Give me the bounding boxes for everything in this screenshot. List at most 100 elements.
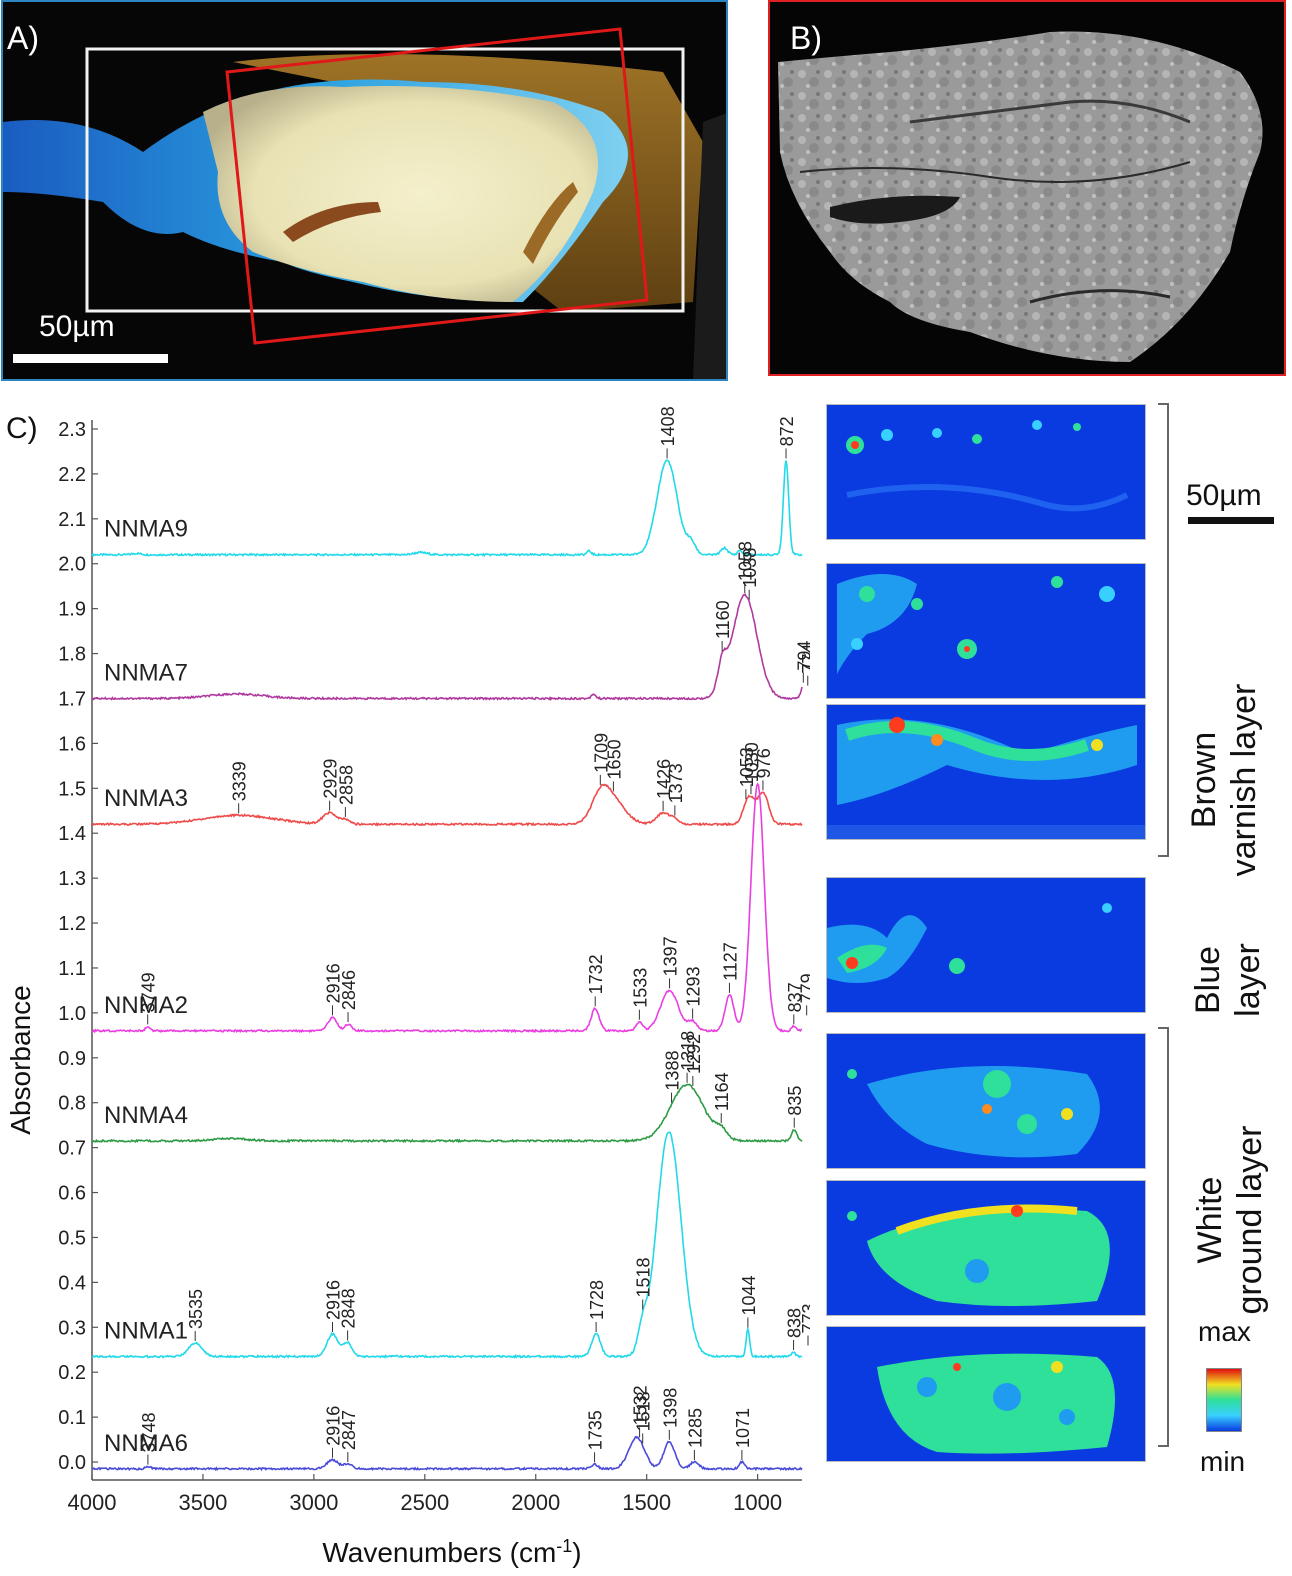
panel-b-label: B) [790, 20, 822, 56]
peak-label: 872 [777, 416, 797, 446]
y-tick-label: 0.9 [58, 1048, 86, 1070]
series-label-nnma7: NNMA7 [104, 659, 188, 686]
peak-label: 2916 [324, 963, 344, 1003]
peak-label: 1397 [661, 936, 681, 976]
y-tick-label: 1.3 [58, 868, 86, 890]
peak-label: 779 [798, 973, 810, 1003]
y-tick-label: 1.4 [58, 823, 86, 845]
peak-label: 2847 [339, 1410, 359, 1450]
series-label-nnma6: NNMA6 [104, 1430, 188, 1457]
y-tick-label: 1.0 [58, 1003, 86, 1025]
series-label-nnma3: NNMA3 [104, 785, 188, 812]
sem-region-frame [225, 27, 649, 345]
peak-label: 837 [785, 982, 805, 1012]
y-tick-label: 0.3 [58, 1317, 86, 1339]
peak-label: 2916 [324, 1280, 344, 1320]
peak-label: 1038 [740, 548, 760, 588]
peak-label: 1398 [660, 1388, 680, 1428]
series-line-nnma9 [91, 459, 803, 558]
colorbar-max-label: max [1198, 1316, 1251, 1347]
chemical-map-3 [826, 704, 1146, 840]
peak-label: 1728 [587, 1280, 607, 1320]
y-tick-label: 1.5 [58, 778, 86, 800]
peak-label: 1373 [666, 763, 686, 803]
x-axis-label: Wavenumbers (cm-1) [322, 1536, 581, 1568]
peak-label: 3748 [139, 1412, 159, 1452]
series-line-nnma2 [91, 782, 803, 1034]
map-scale-text: 50µm [1186, 479, 1262, 512]
peak-label: 1058 [736, 541, 756, 581]
peak-label: 3535 [186, 1289, 206, 1329]
chemical-map-1 [826, 404, 1146, 540]
peak-label: 1293 [684, 966, 704, 1006]
x-tick-label: 3500 [178, 1490, 227, 1515]
y-tick-label: 0.0 [58, 1452, 86, 1474]
y-tick-label: 2.2 [58, 464, 86, 486]
peak-label: 1388 [663, 1051, 683, 1091]
optical-micrograph-image [3, 2, 726, 379]
series-lines [91, 459, 803, 1472]
y-tick-label: 1.6 [58, 733, 86, 755]
chemical-map-6 [826, 1180, 1146, 1316]
chemical-map-5 [826, 1033, 1146, 1169]
chemical-map-4 [826, 877, 1146, 1013]
y-tick-label: 1.7 [58, 688, 86, 710]
series-label-nnma9: NNMA9 [104, 516, 188, 543]
series-label-nnma1: NNMA1 [104, 1317, 188, 1344]
y-tick-label: 1.2 [58, 913, 86, 935]
white-ground-layer-label: White ground layer [1191, 1125, 1269, 1315]
peak-label: 1735 [586, 1410, 606, 1450]
y-tick-label: 0.4 [58, 1272, 86, 1294]
y-tick-label: 0.1 [58, 1407, 86, 1429]
series-label-nnma2: NNMA2 [104, 992, 188, 1019]
peak-label: 1732 [586, 954, 606, 994]
panel-a-scale-text: 50µm [39, 310, 115, 343]
peak-label: 3339 [230, 761, 250, 801]
overview-frame [85, 47, 685, 313]
chemical-map-7 [826, 1326, 1146, 1462]
peak-label: 1650 [604, 739, 624, 779]
peak-label: 1709 [591, 733, 611, 773]
y-tick-label: 2.1 [58, 509, 86, 531]
y-tick-label: 0.7 [58, 1138, 86, 1160]
peak-label: 1518 [634, 1391, 654, 1431]
peak-label: 1318 [678, 1031, 698, 1071]
series-line-nnma3 [91, 783, 803, 827]
series-label-nnma4: NNMA4 [104, 1102, 188, 1129]
peak-label: 2848 [339, 1288, 359, 1328]
peak-label: 794 [794, 641, 810, 671]
brown-varnish-layer-label: Brown varnish layer [1185, 683, 1263, 877]
x-tick-label: 1500 [622, 1490, 671, 1515]
series-line-nnma7 [91, 593, 803, 702]
y-tick-label: 0.5 [58, 1227, 86, 1249]
blue-layer-label: Blue layer [1189, 943, 1267, 1017]
colorbar [1206, 1368, 1242, 1432]
peak-label: 1518 [634, 1257, 654, 1297]
chemical-map-2 [826, 563, 1146, 699]
peak-label: 1532 [631, 1385, 651, 1425]
y-tick-label: 2.3 [58, 419, 86, 441]
series-line-nnma6 [91, 1435, 803, 1472]
y-tick-label: 1.1 [58, 958, 86, 980]
colorbar-min-label: min [1200, 1446, 1246, 1477]
peak-label: 773 [799, 1303, 810, 1333]
peak-label: 1426 [654, 759, 674, 799]
ftir-spectra-chart: C) 0.0 0.1 0.2 0.3 0.4 0.5 0.6 0.7 0.8 0.9 1.0 1.1 1… [5, 406, 810, 1568]
peak-label: 838 [785, 1308, 805, 1338]
panel-a-label: A) [7, 20, 39, 56]
x-tick-label: 3000 [289, 1490, 338, 1515]
series-labels: NNMA9 NNMA7 NNMA3 NNMA2 NNMA4 NNMA1 NNMA6 [104, 516, 188, 1457]
peak-label: 835 [785, 1086, 805, 1116]
optical-micrograph-panel: A) 50µm [1, 0, 728, 381]
y-tick-label: 1.8 [58, 644, 86, 666]
y-tick-label: 1.9 [58, 599, 86, 621]
peak-label: 2916 [324, 1406, 344, 1446]
x-tick-label: 2000 [511, 1490, 560, 1515]
series-line-nnma4 [91, 1083, 803, 1144]
y-tick-label: 2.0 [58, 554, 86, 576]
peak-label: 3749 [139, 972, 159, 1012]
x-tick-label: 4000 [68, 1490, 117, 1515]
peak-label: 774 [799, 644, 810, 674]
sem-image-panel: B) [768, 0, 1286, 376]
